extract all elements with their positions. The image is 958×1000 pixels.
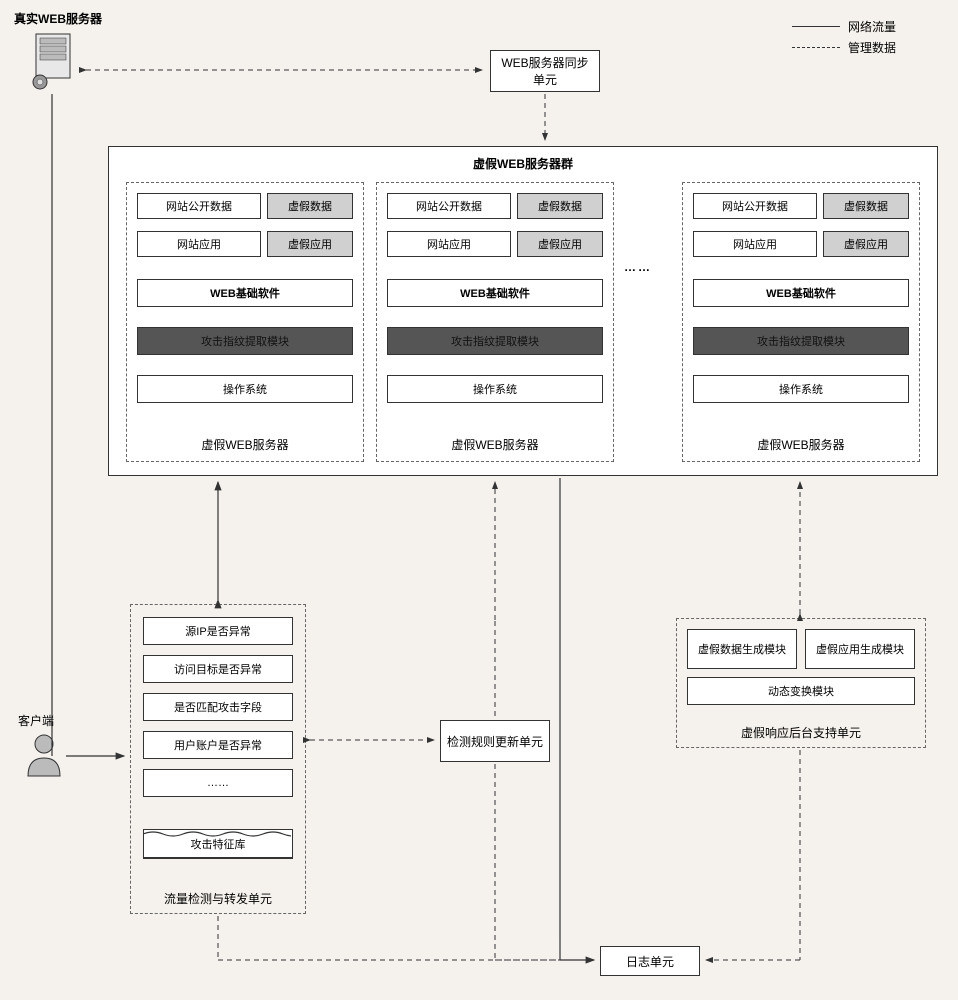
attack-fingerprint-module: 攻击指纹提取模块: [693, 327, 909, 355]
attack-fingerprint-module: 攻击指纹提取模块: [387, 327, 603, 355]
server-icon: [30, 30, 80, 95]
operating-system: 操作系统: [387, 375, 603, 403]
site-public-data: 网站公开数据: [387, 193, 511, 219]
fake-server-panel: 网站公开数据 虚假数据 网站应用 虚假应用 WEB基础软件 攻击指纹提取模块 操…: [682, 182, 920, 462]
fake-server-panel: 网站公开数据 虚假数据 网站应用 虚假应用 WEB基础软件 攻击指纹提取模块 操…: [376, 182, 614, 462]
fake-app: 虚假应用: [517, 231, 603, 257]
fake-server-panel: 网站公开数据 虚假数据 网站应用 虚假应用 WEB基础软件 攻击指纹提取模块 操…: [126, 182, 364, 462]
fake-app: 虚假应用: [267, 231, 353, 257]
operating-system: 操作系统: [137, 375, 353, 403]
web-sync-unit-label: WEB服务器同步单元: [497, 54, 593, 88]
web-base-software: WEB基础软件: [387, 279, 603, 307]
operating-system: 操作系统: [693, 375, 909, 403]
attack-fingerprint-module: 攻击指纹提取模块: [137, 327, 353, 355]
fake-data-gen-module: 虚假数据生成模块: [687, 629, 797, 669]
detection-unit: 源IP是否异常 访问目标是否异常 是否匹配攻击字段 用户账户是否异常 …… 攻击…: [130, 604, 306, 914]
log-unit-label: 日志单元: [626, 953, 674, 970]
site-app: 网站应用: [387, 231, 511, 257]
fake-app: 虚假应用: [823, 231, 909, 257]
site-app: 网站应用: [137, 231, 261, 257]
legend-dashed-label: 管理数据: [848, 39, 896, 56]
web-sync-unit: WEB服务器同步单元: [490, 50, 600, 92]
client-label: 客户端: [18, 712, 54, 729]
web-base-software: WEB基础软件: [137, 279, 353, 307]
detect-item: 是否匹配攻击字段: [143, 693, 293, 721]
fake-app-gen-module: 虚假应用生成模块: [805, 629, 915, 669]
detect-item: 访问目标是否异常: [143, 655, 293, 683]
detect-item: 源IP是否异常: [143, 617, 293, 645]
real-web-server-label: 真实WEB服务器: [14, 10, 102, 27]
support-unit-title: 虚假响应后台支持单元: [677, 724, 925, 741]
fake-server-title: 虚假WEB服务器: [377, 436, 613, 453]
support-unit: 虚假数据生成模块 虚假应用生成模块 动态变换模块 虚假响应后台支持单元: [676, 618, 926, 748]
log-unit: 日志单元: [600, 946, 700, 976]
fake-cluster-title: 虚假WEB服务器群: [109, 155, 937, 172]
detect-item: 用户账户是否异常: [143, 731, 293, 759]
ellipsis-icon: ……: [624, 260, 652, 274]
fake-data: 虚假数据: [517, 193, 603, 219]
site-public-data: 网站公开数据: [137, 193, 261, 219]
attack-signature-db: 攻击特征库: [143, 829, 293, 859]
detection-unit-title: 流量检测与转发单元: [131, 890, 305, 907]
fake-server-title: 虚假WEB服务器: [127, 436, 363, 453]
rule-update-unit-label: 检测规则更新单元: [447, 733, 543, 750]
web-base-software: WEB基础软件: [693, 279, 909, 307]
legend: 网络流量 管理数据: [792, 18, 952, 56]
fake-data: 虚假数据: [267, 193, 353, 219]
detect-dots: ……: [143, 769, 293, 797]
person-icon: [24, 732, 64, 781]
fake-server-title: 虚假WEB服务器: [683, 436, 919, 453]
legend-solid-label: 网络流量: [848, 18, 896, 35]
site-app: 网站应用: [693, 231, 817, 257]
fake-data: 虚假数据: [823, 193, 909, 219]
rule-update-unit: 检测规则更新单元: [440, 720, 550, 762]
dynamic-transform-module: 动态变换模块: [687, 677, 915, 705]
site-public-data: 网站公开数据: [693, 193, 817, 219]
